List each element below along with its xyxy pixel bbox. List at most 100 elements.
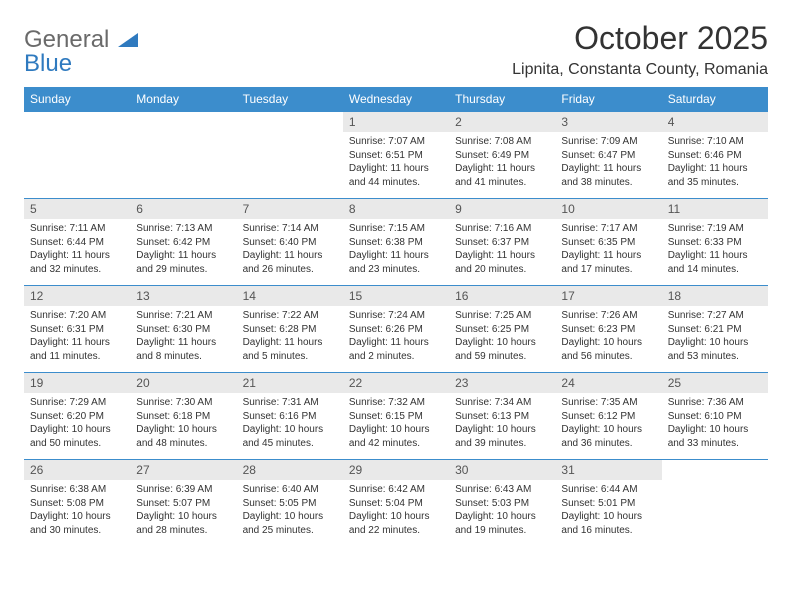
- day-detail-line: Daylight: 10 hours: [455, 336, 549, 350]
- day-detail-line: Sunrise: 6:44 AM: [561, 483, 655, 497]
- day-header: Friday: [555, 87, 661, 112]
- day-detail-line: and 16 minutes.: [561, 524, 655, 538]
- logo-text: General Blue: [24, 28, 138, 76]
- day-header: Wednesday: [343, 87, 449, 112]
- calendar-day-cell: 1Sunrise: 7:07 AMSunset: 6:51 PMDaylight…: [343, 112, 449, 199]
- day-detail-line: Daylight: 10 hours: [561, 423, 655, 437]
- day-detail-line: and 42 minutes.: [349, 437, 443, 451]
- calendar-day-cell: [237, 112, 343, 199]
- day-detail-line: Daylight: 10 hours: [30, 510, 124, 524]
- day-details: Sunrise: 7:07 AMSunset: 6:51 PMDaylight:…: [343, 132, 449, 192]
- day-detail-line: Sunrise: 7:25 AM: [455, 309, 549, 323]
- day-details: Sunrise: 7:17 AMSunset: 6:35 PMDaylight:…: [555, 219, 661, 279]
- calendar-day-cell: 27Sunrise: 6:39 AMSunset: 5:07 PMDayligh…: [130, 460, 236, 547]
- calendar-day-cell: 25Sunrise: 7:36 AMSunset: 6:10 PMDayligh…: [662, 373, 768, 460]
- day-detail-line: Sunrise: 7:24 AM: [349, 309, 443, 323]
- day-number: 31: [555, 460, 661, 480]
- day-detail-line: Sunrise: 7:15 AM: [349, 222, 443, 236]
- day-number: 14: [237, 286, 343, 306]
- day-detail-line: Daylight: 10 hours: [668, 423, 762, 437]
- day-detail-line: and 26 minutes.: [243, 263, 337, 277]
- day-details: Sunrise: 7:29 AMSunset: 6:20 PMDaylight:…: [24, 393, 130, 453]
- day-detail-line: and 19 minutes.: [455, 524, 549, 538]
- day-details: Sunrise: 6:39 AMSunset: 5:07 PMDaylight:…: [130, 480, 236, 540]
- day-details: Sunrise: 7:26 AMSunset: 6:23 PMDaylight:…: [555, 306, 661, 366]
- day-detail-line: Sunrise: 7:17 AM: [561, 222, 655, 236]
- calendar-week-row: 26Sunrise: 6:38 AMSunset: 5:08 PMDayligh…: [24, 460, 768, 547]
- calendar-day-cell: 23Sunrise: 7:34 AMSunset: 6:13 PMDayligh…: [449, 373, 555, 460]
- day-header: Sunday: [24, 87, 130, 112]
- day-detail-line: Sunrise: 7:11 AM: [30, 222, 124, 236]
- day-detail-line: Daylight: 10 hours: [561, 510, 655, 524]
- day-detail-line: Sunset: 6:12 PM: [561, 410, 655, 424]
- calendar-day-cell: 5Sunrise: 7:11 AMSunset: 6:44 PMDaylight…: [24, 199, 130, 286]
- calendar-day-cell: 31Sunrise: 6:44 AMSunset: 5:01 PMDayligh…: [555, 460, 661, 547]
- calendar-day-cell: 22Sunrise: 7:32 AMSunset: 6:15 PMDayligh…: [343, 373, 449, 460]
- day-detail-line: Sunrise: 7:10 AM: [668, 135, 762, 149]
- day-details: Sunrise: 7:21 AMSunset: 6:30 PMDaylight:…: [130, 306, 236, 366]
- day-detail-line: Daylight: 11 hours: [136, 249, 230, 263]
- day-number: 12: [24, 286, 130, 306]
- day-number: 26: [24, 460, 130, 480]
- logo: General Blue: [24, 20, 138, 76]
- day-detail-line: and 25 minutes.: [243, 524, 337, 538]
- day-details: Sunrise: 7:36 AMSunset: 6:10 PMDaylight:…: [662, 393, 768, 453]
- calendar-day-cell: 11Sunrise: 7:19 AMSunset: 6:33 PMDayligh…: [662, 199, 768, 286]
- calendar-day-cell: 15Sunrise: 7:24 AMSunset: 6:26 PMDayligh…: [343, 286, 449, 373]
- day-detail-line: and 53 minutes.: [668, 350, 762, 364]
- day-detail-line: and 14 minutes.: [668, 263, 762, 277]
- day-detail-line: Sunset: 6:28 PM: [243, 323, 337, 337]
- day-detail-line: and 23 minutes.: [349, 263, 443, 277]
- day-detail-line: Daylight: 11 hours: [243, 336, 337, 350]
- day-detail-line: Sunrise: 7:31 AM: [243, 396, 337, 410]
- day-details: Sunrise: 6:38 AMSunset: 5:08 PMDaylight:…: [24, 480, 130, 540]
- day-number: 18: [662, 286, 768, 306]
- calendar-day-cell: 28Sunrise: 6:40 AMSunset: 5:05 PMDayligh…: [237, 460, 343, 547]
- day-detail-line: Sunset: 6:10 PM: [668, 410, 762, 424]
- day-number: 23: [449, 373, 555, 393]
- day-detail-line: and 28 minutes.: [136, 524, 230, 538]
- day-detail-line: Daylight: 11 hours: [243, 249, 337, 263]
- day-detail-line: and 30 minutes.: [30, 524, 124, 538]
- day-detail-line: Sunset: 6:25 PM: [455, 323, 549, 337]
- day-details: Sunrise: 7:15 AMSunset: 6:38 PMDaylight:…: [343, 219, 449, 279]
- calendar-page: General Blue October 2025 Lipnita, Const…: [0, 0, 792, 566]
- calendar-day-cell: 19Sunrise: 7:29 AMSunset: 6:20 PMDayligh…: [24, 373, 130, 460]
- day-detail-line: Daylight: 11 hours: [561, 162, 655, 176]
- day-detail-line: Daylight: 11 hours: [455, 162, 549, 176]
- day-detail-line: Sunrise: 7:35 AM: [561, 396, 655, 410]
- day-detail-line: Sunset: 6:40 PM: [243, 236, 337, 250]
- day-detail-line: Daylight: 10 hours: [668, 336, 762, 350]
- calendar-day-cell: 3Sunrise: 7:09 AMSunset: 6:47 PMDaylight…: [555, 112, 661, 199]
- day-details: Sunrise: 7:24 AMSunset: 6:26 PMDaylight:…: [343, 306, 449, 366]
- day-details: Sunrise: 7:30 AMSunset: 6:18 PMDaylight:…: [130, 393, 236, 453]
- day-detail-line: Sunset: 5:05 PM: [243, 497, 337, 511]
- day-details: Sunrise: 7:09 AMSunset: 6:47 PMDaylight:…: [555, 132, 661, 192]
- day-details: Sunrise: 7:34 AMSunset: 6:13 PMDaylight:…: [449, 393, 555, 453]
- day-details: Sunrise: 7:20 AMSunset: 6:31 PMDaylight:…: [24, 306, 130, 366]
- day-details: Sunrise: 7:32 AMSunset: 6:15 PMDaylight:…: [343, 393, 449, 453]
- day-number: 20: [130, 373, 236, 393]
- day-detail-line: Sunrise: 6:40 AM: [243, 483, 337, 497]
- day-detail-line: Daylight: 10 hours: [561, 336, 655, 350]
- calendar-day-cell: 7Sunrise: 7:14 AMSunset: 6:40 PMDaylight…: [237, 199, 343, 286]
- day-detail-line: and 2 minutes.: [349, 350, 443, 364]
- day-detail-line: Daylight: 11 hours: [455, 249, 549, 263]
- day-detail-line: Daylight: 11 hours: [349, 336, 443, 350]
- day-detail-line: Sunset: 6:46 PM: [668, 149, 762, 163]
- day-detail-line: and 50 minutes.: [30, 437, 124, 451]
- calendar-day-cell: 10Sunrise: 7:17 AMSunset: 6:35 PMDayligh…: [555, 199, 661, 286]
- day-detail-line: Sunrise: 7:21 AM: [136, 309, 230, 323]
- calendar-day-cell: 24Sunrise: 7:35 AMSunset: 6:12 PMDayligh…: [555, 373, 661, 460]
- day-detail-line: Sunrise: 7:07 AM: [349, 135, 443, 149]
- logo-text-2: Blue: [24, 50, 72, 77]
- day-detail-line: Daylight: 11 hours: [668, 249, 762, 263]
- day-detail-line: and 48 minutes.: [136, 437, 230, 451]
- day-detail-line: Sunrise: 6:39 AM: [136, 483, 230, 497]
- logo-triangle-icon: [118, 34, 138, 51]
- calendar-body: 1Sunrise: 7:07 AMSunset: 6:51 PMDaylight…: [24, 112, 768, 547]
- day-details: Sunrise: 7:14 AMSunset: 6:40 PMDaylight:…: [237, 219, 343, 279]
- calendar-day-cell: 26Sunrise: 6:38 AMSunset: 5:08 PMDayligh…: [24, 460, 130, 547]
- day-number: 13: [130, 286, 236, 306]
- day-detail-line: Daylight: 10 hours: [243, 423, 337, 437]
